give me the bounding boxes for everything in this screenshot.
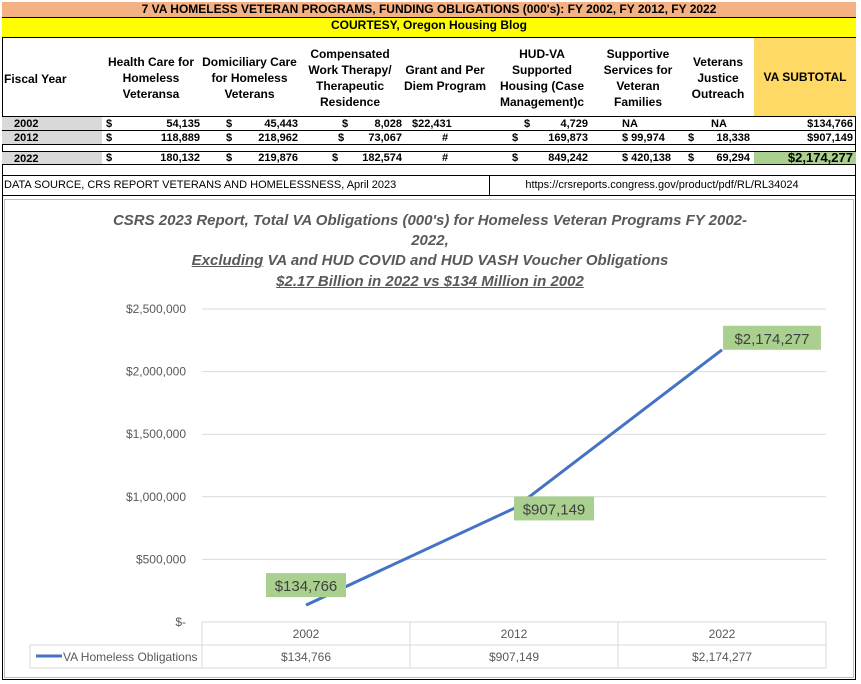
series-line <box>305 348 723 607</box>
y-tick-label: $- <box>175 615 186 629</box>
dollar-sign: $ <box>106 132 113 144</box>
health-care-value: 54,135 <box>166 118 200 130</box>
data-table-value: $134,766 <box>281 650 331 664</box>
header-hud-va: HUD-VA Supported Housing (Case Managemen… <box>499 47 585 109</box>
fiscal-year-cell: 2012 <box>2 131 102 144</box>
justice-value: NA <box>711 118 727 130</box>
data-label: $2,174,277 <box>734 331 809 348</box>
hud-va-value: 4,729 <box>560 118 588 130</box>
supportive-value: $ 99,974 <box>622 132 665 144</box>
chart-title-line-1: CSRS 2023 Report, Total VA Obligations (… <box>112 212 748 229</box>
x-tick-label: 2012 <box>501 627 528 641</box>
cell-divider <box>489 176 490 195</box>
dollar-sign: $ <box>688 152 695 164</box>
fiscal-year-cell: 2002 <box>2 117 102 130</box>
header-health-care: Health Care for Homeless Veteransa <box>107 55 195 101</box>
data-label: $907,149 <box>523 501 586 518</box>
data-table-value: $907,149 <box>489 650 539 664</box>
table-title: 7 VA HOMELESS VETERAN PROGRAMS, FUNDING … <box>2 2 856 18</box>
justice-value: 18,338 <box>716 132 750 144</box>
y-tick-label: $1,500,000 <box>126 427 186 441</box>
header-compensated-work: Compensated Work Therapy/ Therapeutic Re… <box>308 47 392 109</box>
supportive-value: $ 420,138 <box>622 152 671 164</box>
y-tick-label: $2,500,000 <box>126 302 186 316</box>
chart-title-line-3: Excluding VA and HUD COVID and HUD VASH … <box>110 251 750 271</box>
health-care-value: 118,889 <box>160 132 200 144</box>
table-row: 2002 $ 54,135 $ 45,443 $ 8,028 $22,431 $… <box>2 116 856 130</box>
data-label-box <box>514 496 594 521</box>
header-grant-per-diem: Grant and Per Diem Program <box>403 63 487 93</box>
dollar-sign: $ <box>332 152 339 164</box>
dollar-sign: $ <box>512 132 519 144</box>
data-label: $134,766 <box>275 578 338 595</box>
domiciliary-value: 45,443 <box>264 118 298 130</box>
data-label-box <box>723 325 821 350</box>
title-line-3-rest: VA and HUD COVID and HUD VASH Voucher Ob… <box>263 252 669 269</box>
dollar-sign: $ <box>338 132 345 144</box>
domiciliary-value: 219,876 <box>258 152 298 164</box>
data-source-row: DATA SOURCE, CRS REPORT VETERANS AND HOM… <box>2 175 856 196</box>
dollar-sign: $ <box>226 152 233 164</box>
table-row: 2012 $ 118,889 $ 218,962 $ 73,067 # $ 16… <box>2 130 856 144</box>
legend-label: VA Homeless Obligations <box>63 650 198 664</box>
domiciliary-value: 218,962 <box>258 132 298 144</box>
compensated-value: 8,028 <box>374 118 402 130</box>
supportive-value: NA <box>622 118 638 130</box>
compensated-value: 182,574 <box>362 152 402 164</box>
subtotal-highlight <box>754 152 856 164</box>
table-row: 2022 $ 180,132 $ 219,876 $ 182,574 # $ 8… <box>2 144 856 170</box>
fiscal-year-cell: 2022 <box>2 152 102 165</box>
chart-title-line-2: 2022, <box>411 232 449 249</box>
health-care-value: 180,132 <box>160 152 200 164</box>
dollar-sign: $ <box>226 118 233 130</box>
dollar-sign: $ <box>524 118 531 130</box>
chart-title-line-4: $2.17 Billion in 2022 vs $134 Million in… <box>110 272 750 292</box>
header-justice-outreach: Veterans Justice Outreach <box>691 55 745 101</box>
courtesy-line: COURTESY, Oregon Housing Blog <box>2 18 856 38</box>
hud-va-value: 169,873 <box>548 132 588 144</box>
header-supportive-services: Supportive Services for Veteran Families <box>603 47 673 109</box>
dollar-sign: $ <box>512 152 519 164</box>
dollar-sign: $ <box>342 118 349 130</box>
dollar-sign: $ <box>106 152 113 164</box>
grant-value: $22,431 <box>412 118 452 130</box>
hud-va-value: 849,242 <box>548 152 588 164</box>
title-underlined-word: Excluding <box>191 252 264 269</box>
header-domiciliary: Domiciliary Care for Homeless Veterans <box>202 55 297 101</box>
grant-value: # <box>442 152 449 164</box>
header-fiscal-year: Fiscal Year <box>4 72 67 86</box>
justice-value: 69,294 <box>716 152 750 164</box>
data-label-box <box>266 573 346 598</box>
y-tick-label: $1,000,000 <box>126 490 186 504</box>
grant-value: # <box>442 132 449 144</box>
source-url[interactable]: https://crsreports.congress.gov/product/… <box>525 179 799 191</box>
dollar-sign: $ <box>688 132 695 144</box>
x-tick-label: 2022 <box>709 627 736 641</box>
title-summary: $2.17 Billion in 2022 vs $134 Million in… <box>276 273 584 290</box>
subtotal-value: $907,149 <box>807 132 853 144</box>
data-table-value: $2,174,277 <box>692 650 752 664</box>
chart-area[interactable] <box>4 199 854 678</box>
y-tick-label: $500,000 <box>136 552 186 566</box>
data-source-text: DATA SOURCE, CRS REPORT VETERANS AND HOM… <box>4 179 397 191</box>
subtotal-value: $134,766 <box>807 118 853 130</box>
subtotal-value: $2,174,277 <box>787 150 853 165</box>
dollar-sign: $ <box>106 118 113 130</box>
x-tick-label: 2002 <box>293 627 320 641</box>
header-va-subtotal: VA SUBTOTAL <box>754 38 856 116</box>
y-tick-label: $2,000,000 <box>126 365 186 379</box>
dollar-sign: $ <box>226 132 233 144</box>
compensated-value: 73,067 <box>368 132 402 144</box>
